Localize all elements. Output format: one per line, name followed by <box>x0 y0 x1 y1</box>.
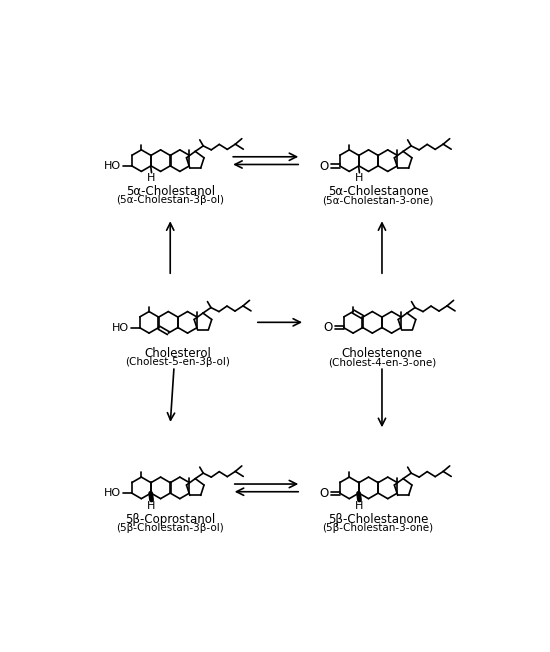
Text: 5β-Coprostanol: 5β-Coprostanol <box>125 512 216 526</box>
Text: (5α-Cholestan-3-one): (5α-Cholestan-3-one) <box>322 196 434 205</box>
Text: O: O <box>323 321 332 334</box>
Text: (5β-Cholestan-3-one): (5β-Cholestan-3-one) <box>322 523 434 533</box>
Text: O: O <box>319 160 328 173</box>
Text: H: H <box>355 173 364 183</box>
Text: O: O <box>319 487 328 500</box>
Text: Cholesterol: Cholesterol <box>145 347 211 360</box>
Text: (5α-Cholestan-3β-ol): (5α-Cholestan-3β-ol) <box>116 196 224 205</box>
Text: HO: HO <box>112 323 129 333</box>
Text: H: H <box>147 173 156 183</box>
Text: HO: HO <box>104 161 122 171</box>
Text: HO: HO <box>104 488 122 498</box>
Text: H: H <box>147 501 156 511</box>
Text: H: H <box>355 501 364 511</box>
Text: Cholestenone: Cholestenone <box>342 347 422 360</box>
Text: 5α-Cholestanone: 5α-Cholestanone <box>328 185 428 198</box>
Text: 5β-Cholestanone: 5β-Cholestanone <box>328 512 428 526</box>
Text: (Cholest-5-en-3β-ol): (Cholest-5-en-3β-ol) <box>125 357 230 367</box>
Text: 5α-Cholestanol: 5α-Cholestanol <box>125 185 215 198</box>
Text: (5β-Cholestan-3β-ol): (5β-Cholestan-3β-ol) <box>117 523 224 533</box>
Text: (Cholest-4-en-3-one): (Cholest-4-en-3-one) <box>328 357 436 367</box>
